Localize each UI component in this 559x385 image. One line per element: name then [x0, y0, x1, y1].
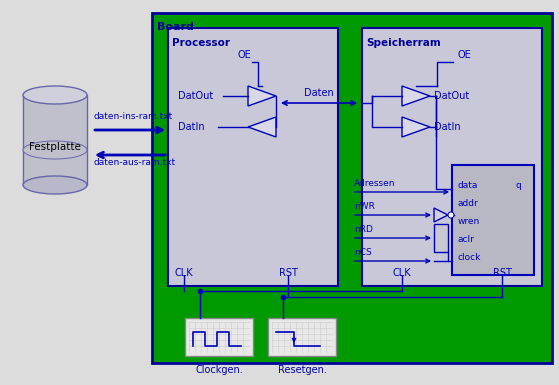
Text: nCS: nCS: [354, 248, 372, 257]
Bar: [268, 318, 336, 356]
Polygon shape: [248, 86, 276, 106]
Text: RST: RST: [278, 268, 297, 278]
Text: OE: OE: [457, 50, 471, 60]
Bar: [152, 13, 552, 363]
Polygon shape: [402, 117, 430, 137]
Text: CLK: CLK: [174, 268, 193, 278]
Text: Processor: Processor: [172, 38, 230, 48]
Text: nRD: nRD: [354, 225, 373, 234]
Text: clock: clock: [458, 253, 481, 262]
Text: CLK: CLK: [392, 268, 411, 278]
Text: DatIn: DatIn: [178, 122, 205, 132]
Text: Festplatte: Festplatte: [29, 142, 81, 152]
Bar: [362, 28, 542, 286]
Text: Resetgen.: Resetgen.: [278, 365, 326, 375]
Bar: [168, 28, 338, 286]
Ellipse shape: [23, 141, 87, 159]
Text: aclr: aclr: [458, 235, 475, 244]
Text: Adressen: Adressen: [354, 179, 396, 188]
Ellipse shape: [23, 86, 87, 104]
Ellipse shape: [23, 176, 87, 194]
Text: DatOut: DatOut: [178, 91, 213, 101]
Text: DatOut: DatOut: [434, 91, 469, 101]
Polygon shape: [402, 86, 430, 106]
Text: nWR: nWR: [354, 202, 375, 211]
Text: Speicherram: Speicherram: [366, 38, 440, 48]
Bar: [434, 224, 448, 252]
Text: RST: RST: [492, 268, 511, 278]
Bar: [452, 165, 534, 275]
Text: Daten: Daten: [304, 88, 334, 98]
Text: Board: Board: [157, 22, 194, 32]
Text: OE: OE: [238, 50, 252, 60]
Bar: [185, 318, 253, 356]
Text: data: data: [458, 181, 479, 190]
Circle shape: [448, 212, 454, 218]
Text: q: q: [516, 181, 522, 190]
Polygon shape: [248, 117, 276, 137]
Text: DatIn: DatIn: [434, 122, 461, 132]
Text: daten-ins-ram.txt: daten-ins-ram.txt: [93, 112, 172, 121]
Text: wren: wren: [458, 217, 480, 226]
Bar: [23, 95, 87, 185]
Text: addr: addr: [458, 199, 479, 208]
Polygon shape: [434, 208, 448, 222]
Text: daten-aus-ram.txt: daten-aus-ram.txt: [93, 158, 175, 167]
Text: Clockgen.: Clockgen.: [195, 365, 243, 375]
